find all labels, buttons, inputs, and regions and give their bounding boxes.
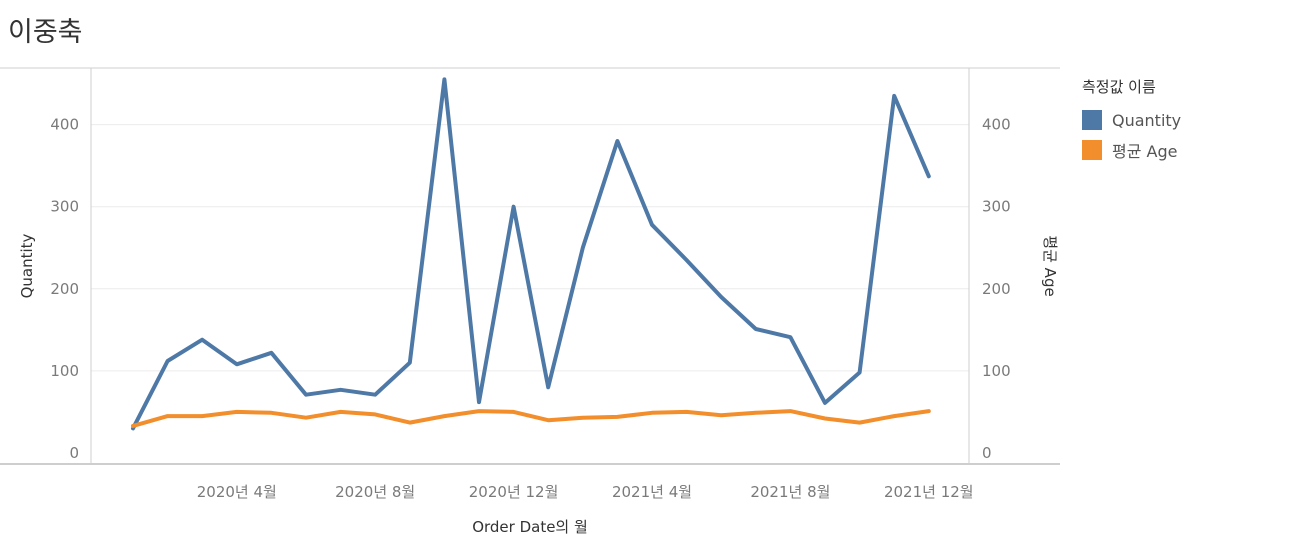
x-axis-ticks: 2020년 4월 2020년 8월 2020년 12월 2021년 4월 2021년 8… — [197, 483, 974, 501]
series-line-0 — [131, 77, 931, 431]
x-axis-title: Order Date의 월 — [472, 518, 588, 536]
point-s0-22 — [892, 94, 896, 98]
point-s0-3 — [235, 362, 239, 366]
point-s1-6 — [339, 410, 343, 414]
point-s1-10 — [477, 409, 481, 413]
y-axis-title-left: Quantity — [18, 233, 36, 298]
point-s1-17 — [719, 413, 723, 417]
point-s0-10 — [477, 400, 481, 404]
point-s1-7 — [373, 412, 377, 416]
point-s1-16 — [685, 410, 689, 414]
point-s1-12 — [546, 418, 550, 422]
legend: 측정값 이름 Quantity 평균 Age — [1082, 76, 1181, 165]
point-s0-2 — [200, 338, 204, 342]
point-s1-21 — [858, 421, 862, 425]
point-s0-12 — [546, 385, 550, 389]
y-tick-left-200: 200 — [50, 280, 79, 298]
point-s0-13 — [581, 246, 585, 250]
legend-label-quantity: Quantity — [1112, 110, 1182, 130]
point-s0-7 — [373, 393, 377, 397]
point-s1-2 — [200, 414, 204, 418]
x-tick-0: 2020년 4월 — [197, 483, 277, 501]
gridlines — [91, 124, 969, 372]
x-tick-3: 2021년 4월 — [612, 483, 692, 501]
page-title: 이중축 — [8, 17, 83, 48]
point-s0-23 — [927, 174, 931, 178]
y-tick-left-100: 100 — [50, 362, 79, 380]
legend-label-avg-age: 평균 Age — [1112, 142, 1178, 161]
x-tick-4: 2021년 8월 — [750, 483, 830, 501]
point-s1-23 — [927, 409, 931, 413]
point-s0-18 — [754, 327, 758, 331]
y-axis-title-right: 평균 Age — [1041, 235, 1059, 296]
point-s1-19 — [788, 409, 792, 413]
point-s1-15 — [650, 411, 654, 415]
point-s0-17 — [719, 295, 723, 299]
point-s1-8 — [408, 421, 412, 425]
legend-swatch-quantity — [1082, 110, 1102, 130]
point-s1-22 — [892, 414, 896, 418]
point-s1-18 — [754, 411, 758, 415]
point-s1-4 — [269, 411, 273, 415]
y-tick-right-0: 0 — [982, 444, 992, 462]
point-s1-3 — [235, 410, 239, 414]
point-s1-13 — [581, 416, 585, 420]
point-s1-11 — [512, 410, 516, 414]
point-s0-16 — [685, 258, 689, 262]
point-s0-20 — [823, 401, 827, 405]
point-s0-5 — [304, 393, 308, 397]
point-s0-9 — [442, 77, 446, 81]
right-axis-ticks: 0 100 200 300 400 — [982, 116, 1011, 462]
legend-item-avg-age[interactable]: 평균 Age — [1082, 135, 1181, 165]
x-tick-5: 2021년 12월 — [884, 483, 974, 501]
x-tick-1: 2020년 8월 — [335, 483, 415, 501]
point-s1-9 — [442, 414, 446, 418]
y-tick-right-400: 400 — [982, 116, 1011, 134]
legend-item-quantity[interactable]: Quantity — [1082, 105, 1181, 135]
legend-swatch-avg-age — [1082, 140, 1102, 160]
y-tick-right-300: 300 — [982, 198, 1011, 216]
series-line-1 — [131, 409, 931, 428]
point-s0-4 — [269, 351, 273, 355]
point-s0-11 — [512, 205, 516, 209]
y-tick-right-100: 100 — [982, 362, 1011, 380]
point-s0-1 — [166, 359, 170, 363]
series-layer — [131, 77, 931, 431]
y-tick-left-400: 400 — [50, 116, 79, 134]
x-tick-2: 2020년 12월 — [469, 483, 559, 501]
point-s0-21 — [858, 371, 862, 375]
point-s0-6 — [339, 388, 343, 392]
point-s0-14 — [615, 139, 619, 143]
point-s1-20 — [823, 417, 827, 421]
point-s1-14 — [615, 415, 619, 419]
point-s0-8 — [408, 361, 412, 365]
left-axis-ticks: 0 100 200 300 400 — [50, 116, 79, 462]
y-tick-left-300: 300 — [50, 198, 79, 216]
y-tick-left-0: 0 — [69, 444, 79, 462]
point-s0-15 — [650, 223, 654, 227]
point-s1-1 — [166, 414, 170, 418]
point-s1-5 — [304, 416, 308, 420]
y-tick-right-200: 200 — [982, 280, 1011, 298]
plot-frame — [0, 67, 1060, 465]
point-s0-19 — [788, 335, 792, 339]
legend-title: 측정값 이름 — [1082, 78, 1156, 96]
point-s1-0 — [131, 424, 135, 428]
